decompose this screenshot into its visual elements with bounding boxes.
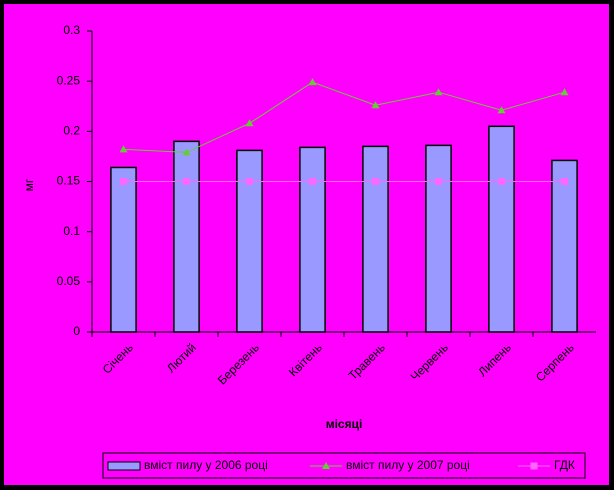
legend-marker — [530, 462, 538, 470]
y-tick-label: 0.2 — [63, 124, 80, 138]
bar — [488, 125, 515, 333]
marker — [309, 178, 316, 185]
bar — [299, 146, 326, 333]
bar — [110, 166, 137, 333]
marker — [245, 119, 254, 127]
marker — [120, 178, 127, 185]
marker — [372, 178, 379, 185]
marker — [371, 101, 380, 109]
y-tick-label: 0.1 — [63, 224, 80, 238]
legend-label: вміст пилу у 2006 році — [144, 458, 268, 472]
y-axis-title: мг — [22, 178, 36, 191]
y-tick-label: 0.05 — [57, 274, 81, 288]
y-tick-label: 0.3 — [63, 23, 80, 37]
bar — [362, 145, 389, 333]
marker — [497, 106, 506, 114]
legend-swatch — [107, 461, 141, 471]
marker — [119, 145, 128, 153]
bar — [236, 149, 263, 333]
y-tick-label: 0 — [73, 324, 80, 338]
marker — [560, 88, 569, 96]
legend-marker — [322, 462, 330, 469]
legend-label: ГДК — [554, 458, 575, 472]
y-tick-label: 0.15 — [57, 174, 81, 188]
marker — [246, 178, 253, 185]
y-tick-label: 0.25 — [57, 73, 81, 87]
marker — [308, 78, 317, 86]
legend-box — [102, 452, 586, 479]
line — [123, 81, 565, 153]
marker — [561, 178, 568, 185]
bar — [173, 140, 200, 333]
bar — [551, 159, 578, 333]
marker — [498, 178, 505, 185]
marker — [182, 148, 191, 156]
marker — [435, 178, 442, 185]
marker — [183, 178, 190, 185]
x-axis-title: місяці — [326, 417, 363, 431]
bar — [425, 144, 452, 333]
legend-label: вміст пилу у 2007 році — [346, 458, 470, 472]
marker — [434, 88, 443, 96]
